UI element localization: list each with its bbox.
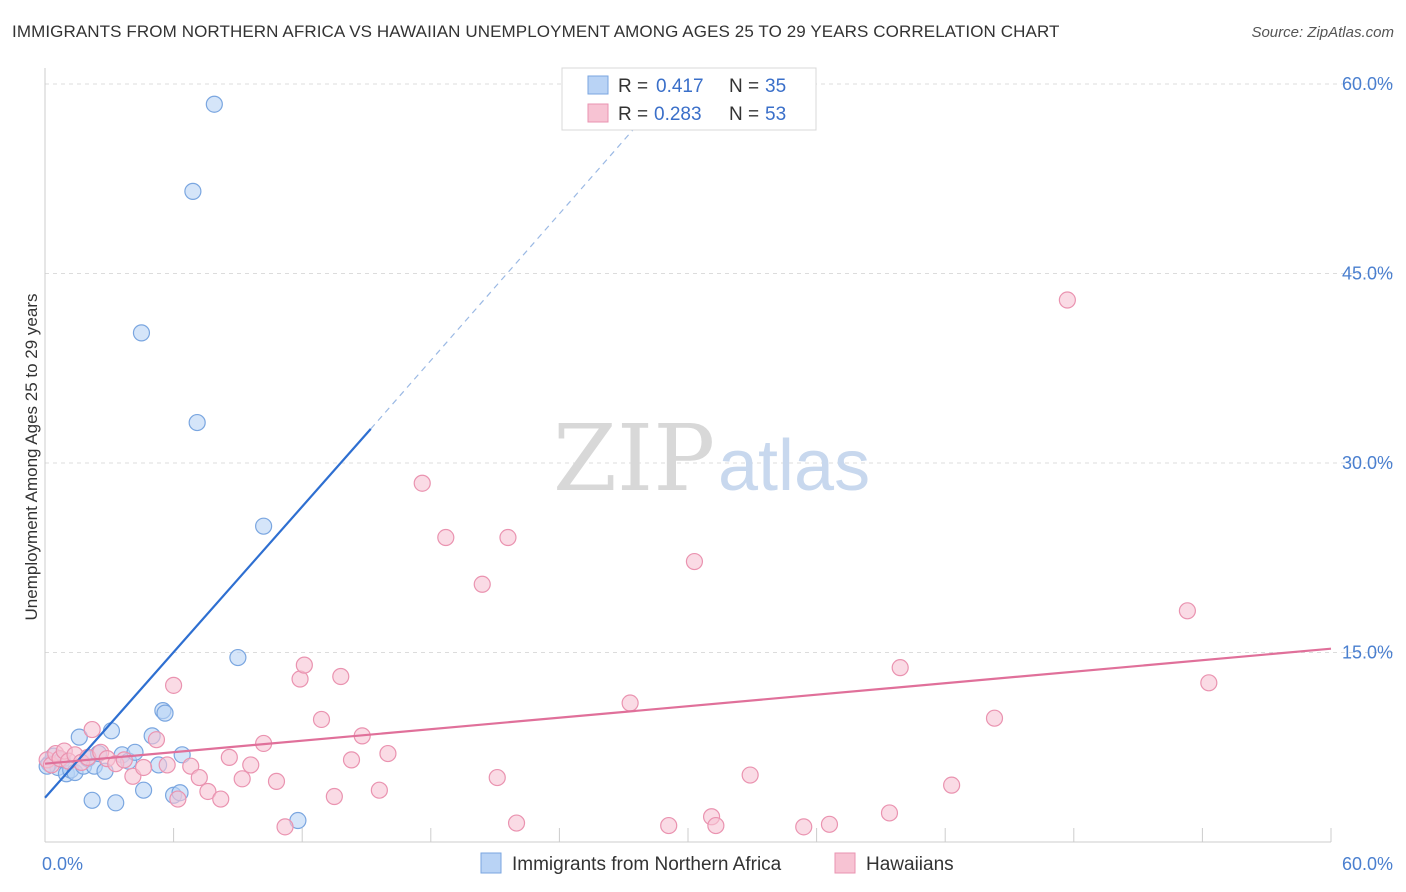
blue-point-14 — [102, 722, 121, 740]
series-legend: Immigrants from Northern Africa Hawaiian… — [480, 852, 954, 875]
blue-point-20 — [134, 781, 153, 799]
pink-point-57 — [1058, 291, 1076, 309]
pink-point-58 — [1178, 602, 1196, 620]
legend-n-label-1: N = — [729, 76, 759, 97]
y-tick-labels: 15.0% 30.0% 45.0% 60.0% — [1342, 74, 1393, 663]
watermark-atlas: atlas — [718, 426, 870, 506]
blue-trend-extension — [370, 127, 635, 430]
pink-point-38 — [379, 744, 397, 763]
watermark: ZIP atlas — [553, 405, 870, 512]
legend-swatch-blue — [587, 75, 609, 95]
y-axis-label: Unemployment Among Ages 25 to 29 years — [22, 294, 41, 621]
blue-point-24 — [156, 704, 174, 722]
legend-swatch-pink — [587, 103, 609, 123]
legend-n-label-2: N = — [729, 104, 759, 125]
pink-point-33 — [325, 787, 343, 806]
legend-n-value-1: 35 — [765, 76, 786, 97]
pink-point-25 — [233, 770, 251, 788]
pink-point-19 — [169, 790, 187, 808]
blue-point-7 — [70, 728, 88, 746]
pink-point-34 — [332, 667, 350, 686]
pink-point-54 — [891, 659, 909, 677]
blue-point-10 — [83, 791, 101, 809]
legend-r-label-2: R = — [618, 104, 648, 125]
legend-n-value-2: 53 — [765, 104, 786, 125]
legend-r-label-1: R = — [618, 76, 648, 97]
pink-point-39 — [413, 474, 431, 492]
pink-point-28 — [267, 772, 286, 790]
pink-point-16 — [147, 731, 166, 749]
pink-point-22 — [199, 782, 217, 801]
pink-point-37 — [370, 781, 388, 799]
pink-point-47 — [685, 552, 704, 571]
pink-point-45 — [621, 694, 639, 712]
y-tick-label-30: 30.0% — [1342, 453, 1393, 473]
pink-point-59 — [1200, 674, 1218, 692]
legend-r-value-2: 0.283 — [654, 104, 702, 125]
bottom-legend-swatch-pink — [834, 852, 856, 874]
pink-point-43 — [499, 528, 517, 547]
bottom-legend-swatch-blue — [480, 852, 502, 874]
pink-point-52 — [820, 815, 839, 833]
pink-trend-line — [44, 647, 1332, 765]
pink-point-49 — [707, 816, 725, 835]
pink-point-46 — [660, 816, 678, 835]
blue-point-28 — [184, 182, 202, 200]
trend-lines — [44, 127, 1332, 799]
pink-point-41 — [473, 575, 491, 593]
pink-point-42 — [488, 768, 506, 787]
pink-point-31 — [295, 656, 313, 674]
chart-source: Source: ZipAtlas.com — [1251, 24, 1394, 41]
pink-point-35 — [342, 751, 361, 769]
legend-r-value-1: 0.417 — [656, 76, 704, 97]
blue-point-30 — [205, 95, 223, 113]
blue-point-19 — [132, 324, 151, 342]
blue-point-29 — [188, 413, 206, 432]
bottom-legend-label-2: Hawaiians — [866, 854, 954, 875]
pink-point-23 — [212, 790, 230, 808]
pink-point-44 — [507, 814, 526, 832]
correlation-legend: R = 0.417 N = 35 R = 0.283 N = 53 — [561, 67, 817, 131]
gridlines — [45, 83, 1393, 653]
pink-point-53 — [880, 804, 899, 822]
pink-point-32 — [312, 710, 331, 729]
blue-trend-line — [44, 428, 372, 799]
chart-title: IMMIGRANTS FROM NORTHERN AFRICA VS HAWAI… — [12, 22, 1060, 41]
pink-point-55 — [943, 776, 961, 794]
pink-point-51 — [795, 818, 813, 836]
pink-point-50 — [741, 766, 759, 784]
y-tick-label-15: 15.0% — [1342, 643, 1393, 663]
watermark-zip: ZIP — [553, 405, 715, 512]
pink-point-20 — [182, 757, 200, 775]
pink-point-18 — [165, 676, 183, 694]
axes — [44, 68, 1332, 843]
pink-point-40 — [437, 528, 455, 547]
blue-point-32 — [255, 517, 273, 535]
blue-point-15 — [107, 794, 125, 812]
y-tick-label-60: 60.0% — [1342, 74, 1393, 94]
pink-point-29 — [276, 818, 294, 836]
pink-point-15 — [134, 758, 153, 777]
x-tick-labels: 0.0% 60.0% — [42, 854, 1393, 874]
x-tick-label-60: 60.0% — [1342, 854, 1393, 874]
bottom-legend-label-1: Immigrants from Northern Africa — [512, 854, 782, 875]
x-tick-label-0: 0.0% — [42, 854, 83, 874]
pink-point-9 — [83, 720, 101, 739]
blue-point-31 — [229, 648, 247, 667]
pink-point-56 — [985, 709, 1004, 727]
pink-point-26 — [242, 756, 260, 774]
pink-point-17 — [158, 756, 176, 774]
pink-point-13 — [115, 751, 133, 769]
y-tick-label-45: 45.0% — [1342, 264, 1393, 284]
pink-point-21 — [190, 768, 208, 787]
pink-point-24 — [220, 748, 238, 766]
